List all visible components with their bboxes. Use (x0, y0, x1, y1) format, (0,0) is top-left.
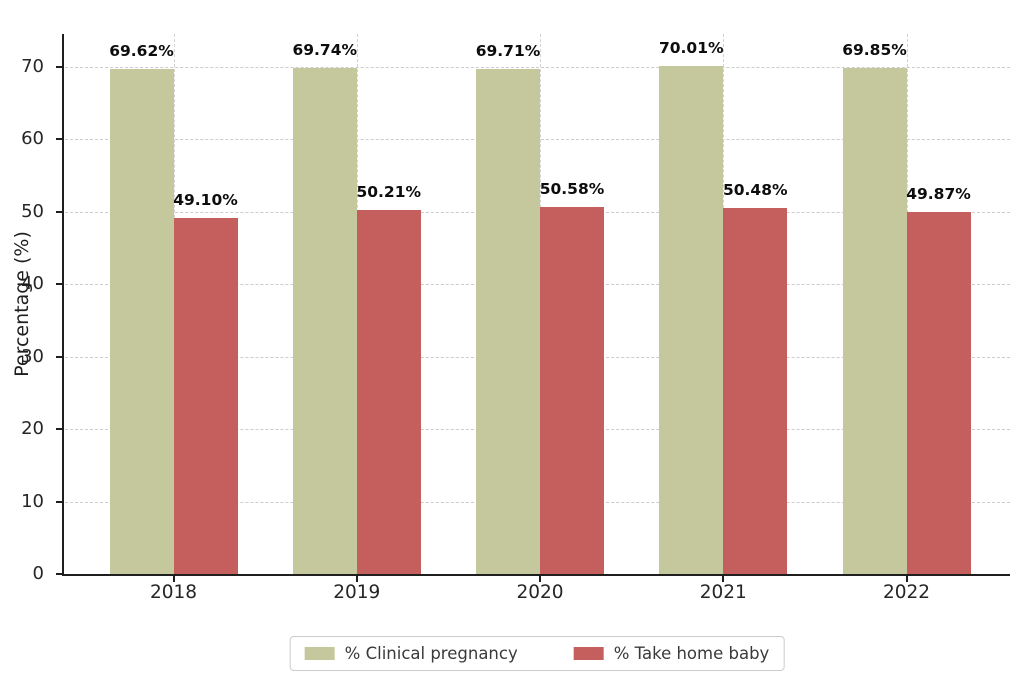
x-tick-label-2020: 2020 (516, 582, 564, 603)
bar-clinical-pregnancy-2019 (292, 68, 357, 574)
y-tick-label-50: 50 (21, 200, 44, 222)
value-label-take-home-baby-2022: 49.87% (906, 185, 971, 204)
bar-take-home-baby-2018 (173, 218, 238, 574)
value-label-take-home-baby-2019: 50.21% (356, 182, 422, 201)
value-label-clinical-pregnancy-2022: 69.85% (842, 40, 907, 59)
legend-label-clinical-pregnancy: % Clinical pregnancy (344, 644, 518, 663)
x-tick-label-2021: 2021 (699, 582, 747, 603)
y-tick-0 (56, 573, 64, 575)
x-tick-2019 (355, 576, 358, 582)
value-label-clinical-pregnancy-2018: 69.62% (109, 42, 174, 61)
y-axis-title: Percentage (%) (11, 231, 33, 377)
bar-clinical-pregnancy-2018 (109, 69, 174, 574)
y-tick-60 (56, 138, 64, 140)
value-label-take-home-baby-2020: 50.58% (539, 180, 605, 199)
y-tick-label-0: 0 (32, 563, 44, 584)
y-tick-label-10: 10 (21, 490, 44, 512)
x-tick-2018 (172, 576, 175, 582)
bar-take-home-baby-2019 (356, 209, 421, 574)
bar-clinical-pregnancy-2022 (842, 67, 907, 574)
y-tick-10 (56, 500, 64, 503)
y-tick-label-40: 40 (21, 273, 44, 294)
y-axis-spine (62, 34, 64, 576)
value-label-take-home-baby-2021: 50.48% (722, 181, 788, 200)
x-tick-2021 (722, 576, 725, 582)
gridline-horizontal-70 (65, 66, 1010, 68)
x-tick-label-2022: 2022 (882, 582, 931, 603)
y-tick-label-30: 30 (21, 345, 44, 367)
bar-take-home-baby-2022 (906, 212, 971, 574)
y-tick-label-60: 60 (21, 128, 44, 149)
y-tick-label-20: 20 (21, 418, 44, 439)
x-tick-label-2018: 2018 (149, 582, 198, 603)
legend-entry-clinical-pregnancy: % Clinical pregnancy (304, 644, 518, 663)
y-tick-70 (56, 65, 64, 68)
value-label-clinical-pregnancy-2021: 70.01% (658, 39, 724, 58)
legend-entry-take-home-baby: % Take home baby (573, 644, 770, 663)
legend-label-take-home-baby: % Take home baby (613, 644, 770, 663)
y-tick-40 (56, 283, 64, 285)
x-tick-2022 (905, 576, 908, 582)
value-label-clinical-pregnancy-2020: 69.71% (475, 41, 541, 60)
value-label-clinical-pregnancy-2019: 69.74% (292, 41, 358, 60)
legend: % Clinical pregnancy % Take home baby (289, 636, 785, 671)
y-tick-50 (56, 210, 64, 213)
bar-clinical-pregnancy-2021 (659, 66, 724, 574)
x-tick-label-2019: 2019 (333, 582, 381, 603)
y-tick-label-70: 70 (21, 55, 44, 77)
take-home-baby-swatch-icon (573, 647, 604, 660)
bar-take-home-baby-2021 (723, 208, 788, 574)
x-axis-spine (62, 574, 1010, 576)
clinical-pregnancy-swatch-icon (304, 647, 335, 660)
value-label-take-home-baby-2018: 49.10% (173, 191, 238, 210)
y-tick-30 (56, 355, 64, 358)
bar-take-home-baby-2020 (540, 207, 604, 574)
y-tick-20 (56, 428, 64, 430)
bar-clinical-pregnancy-2020 (476, 68, 540, 574)
x-tick-2020 (539, 576, 541, 582)
